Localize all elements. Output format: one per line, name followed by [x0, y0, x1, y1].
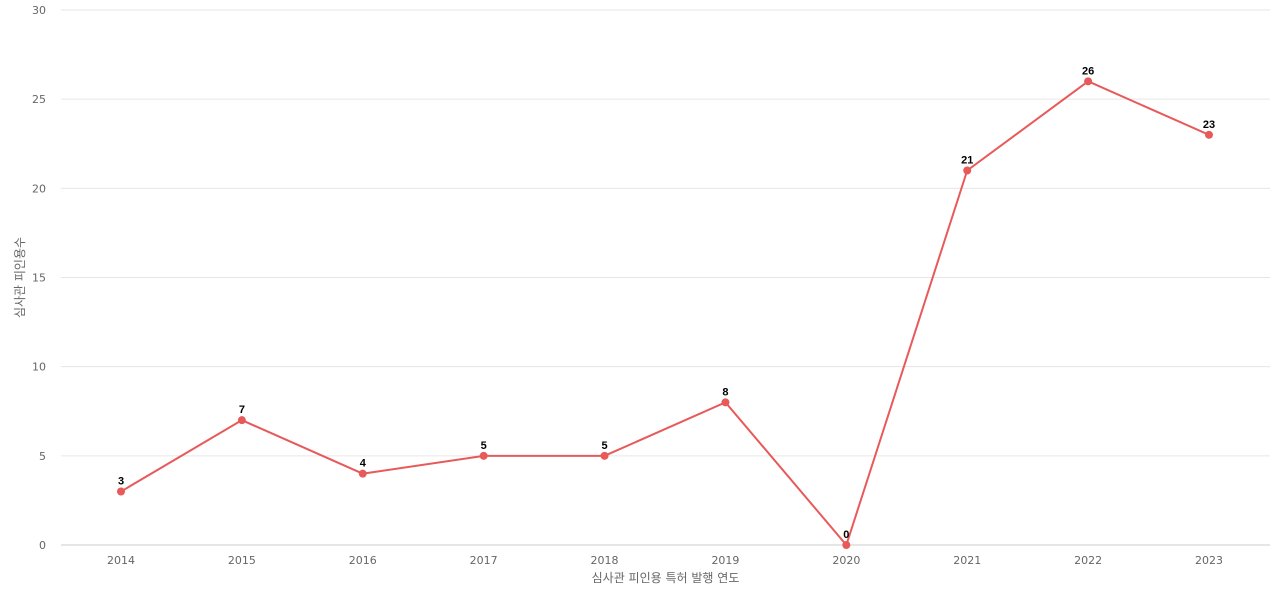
y-tick-label: 30	[32, 4, 46, 17]
x-tick-labels: 2014 2015 2016 2017 2018 2019 2020 2021 2022 2023	[107, 554, 1223, 567]
data-label: 7	[239, 404, 245, 416]
y-tick-label: 0	[39, 539, 46, 552]
data-points	[117, 77, 1213, 549]
data-label: 5	[481, 440, 487, 452]
data-label: 26	[1082, 65, 1094, 77]
data-point	[600, 451, 609, 460]
data-label: 23	[1203, 119, 1215, 131]
x-tick-label: 2014	[107, 554, 135, 567]
data-label: 5	[601, 440, 607, 452]
data-labels: 3 7 4 5 5 8 0 21 26 23	[118, 65, 1215, 541]
x-axis-title: 심사관 피인용 특허 발행 연도	[592, 570, 740, 585]
data-point	[479, 451, 488, 460]
data-label: 21	[961, 155, 973, 167]
data-label: 0	[843, 529, 849, 541]
x-tick-label: 2017	[470, 554, 498, 567]
x-tick-label: 2016	[349, 554, 377, 567]
x-tick-label: 2023	[1195, 554, 1223, 567]
x-tick-label: 2019	[711, 554, 739, 567]
y-tick-labels: 0 5 10 15 20 25 30	[32, 4, 46, 552]
data-point	[842, 541, 851, 549]
y-tick-label: 5	[39, 450, 46, 463]
data-point	[117, 487, 125, 496]
y-axis-title: 심사관 피인용수	[13, 237, 27, 318]
data-label: 4	[360, 458, 367, 470]
x-tick-label: 2020	[832, 554, 860, 567]
data-label: 3	[118, 476, 124, 488]
y-tick-label: 15	[32, 272, 46, 285]
series-line	[120, 80, 1210, 548]
x-tick-label: 2018	[591, 554, 619, 567]
data-point	[1205, 130, 1213, 139]
data-label: 8	[722, 386, 728, 398]
y-gridlines	[61, 9, 1270, 546]
data-point	[358, 469, 367, 478]
data-point	[963, 166, 972, 175]
data-point	[1084, 77, 1093, 86]
x-tick-label: 2022	[1074, 554, 1102, 567]
y-tick-label: 25	[32, 93, 46, 106]
y-tick-label: 20	[32, 182, 46, 195]
x-tick-label: 2015	[228, 554, 256, 567]
y-tick-label: 10	[32, 361, 46, 374]
data-point	[237, 416, 246, 425]
x-tick-label: 2021	[953, 554, 981, 567]
data-point	[721, 398, 730, 407]
